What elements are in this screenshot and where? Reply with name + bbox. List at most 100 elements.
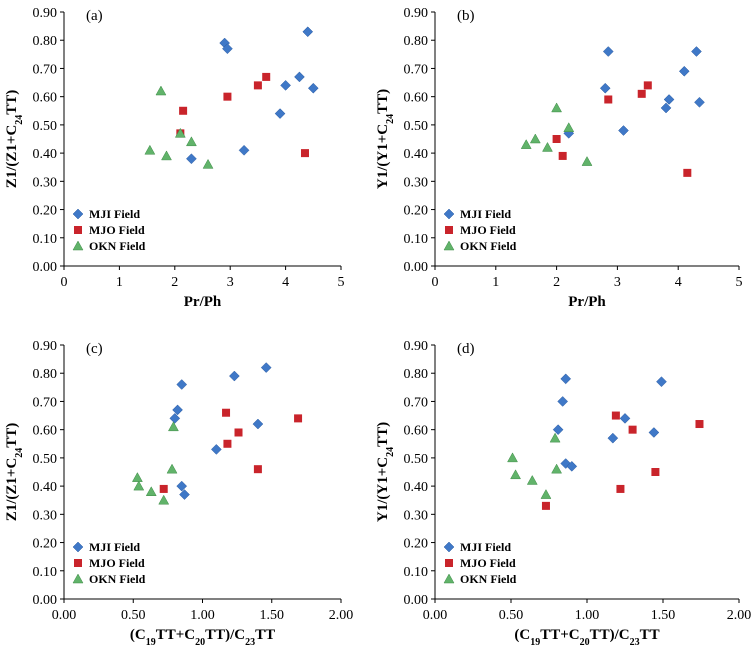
legend-label: MJO Field [89, 223, 145, 237]
y-tick-label: 0.30 [33, 175, 58, 190]
legend-label: OKN Field [460, 572, 517, 586]
y-tick-label: 0.10 [33, 565, 58, 580]
data-point [260, 362, 272, 373]
data-point [683, 168, 692, 177]
chart-panel-a: 0.00 0.10 0.20 0.30 0.40 0.50 0.60 0.70 0.80 0.90… [4, 6, 345, 310]
y-tick-label: 0.10 [404, 565, 429, 580]
data-point [520, 139, 532, 149]
data-point [179, 106, 188, 115]
x-tick-label: 1.00 [190, 608, 215, 623]
data-point [510, 469, 521, 480]
panel-label: (c) [86, 341, 103, 357]
series-mji-field [186, 26, 319, 165]
x-axis-title: (C19TT+C20TT)/C23TT [130, 627, 275, 648]
x-tick-label: 2 [553, 275, 560, 290]
data-point [540, 489, 552, 499]
y-tick-label: 0.70 [33, 62, 58, 77]
legend-label: OKN Field [460, 239, 517, 253]
data-point [280, 80, 291, 91]
x-axis-title: Pr/Ph [184, 294, 222, 310]
data-point [563, 122, 575, 132]
data-point [300, 149, 309, 158]
x-tick-label: 3 [614, 275, 621, 290]
data-point [616, 484, 625, 493]
series-mji-field [563, 46, 705, 139]
data-point [166, 463, 178, 474]
y-tick-label: 0.60 [33, 424, 58, 439]
data-point [694, 96, 705, 108]
data-point [155, 85, 167, 96]
legend-marker [72, 240, 84, 251]
y-tick-label: 0.10 [404, 232, 429, 247]
series-mjo-field [541, 411, 704, 510]
data-point [599, 82, 611, 94]
series-mji-field [169, 362, 272, 500]
legend-label: OKN Field [89, 239, 146, 253]
data-point [560, 373, 572, 385]
x-tick-label: 0 [432, 275, 439, 290]
data-point [558, 151, 567, 160]
data-point [186, 153, 197, 165]
data-point [133, 480, 145, 491]
data-point [274, 108, 286, 119]
y-tick-label: 0.10 [33, 232, 58, 247]
y-tick-label: 0.40 [33, 480, 58, 495]
y-axis-title: Y1/(Y1+C24TT) [375, 89, 396, 189]
x-tick-label: 1.50 [260, 608, 285, 623]
legend-label: MJI Field [460, 540, 511, 554]
y-axis-title: Y1/(Y1+C24TT) [375, 422, 396, 522]
data-point [602, 46, 614, 57]
data-point [526, 474, 538, 485]
data-point [607, 432, 619, 444]
x-tick-label: 0.50 [499, 608, 524, 623]
y-tick-label: 0.20 [33, 537, 58, 552]
legend: MJI Field MJO Field OKN Field [72, 540, 146, 586]
y-tick-label: 0.60 [404, 424, 429, 439]
data-point [552, 135, 561, 143]
data-point [507, 452, 518, 463]
x-axis-title: Pr/Ph [568, 294, 606, 310]
y-tick-label: 0.60 [33, 91, 58, 106]
data-point [691, 46, 702, 57]
chart-panel-c: 0.00 0.10 0.20 0.30 0.40 0.50 0.60 0.70 0.80 0.90… [4, 339, 353, 648]
legend-label: MJO Field [460, 556, 516, 570]
y-tick-label: 0.30 [404, 508, 429, 523]
y-axis-title: Z1/(Z1+C24TT) [4, 90, 25, 189]
legend-label: MJO Field [89, 556, 145, 570]
legend-marker [443, 541, 455, 553]
data-point [529, 133, 541, 144]
data-point [552, 424, 564, 436]
data-point [144, 144, 156, 155]
data-point [131, 472, 143, 482]
data-point [549, 432, 561, 443]
panel-label: (a) [86, 8, 103, 24]
y-tick-label: 0.90 [404, 339, 429, 354]
x-tick-label: 1.50 [651, 608, 676, 623]
data-point [158, 494, 170, 505]
legend-marker [445, 559, 453, 567]
data-point [643, 81, 652, 90]
data-point [176, 379, 188, 390]
panel-label: (b) [457, 8, 475, 24]
data-point [210, 444, 222, 455]
x-tick-label: 2 [171, 275, 178, 290]
legend: MJI Field MJO Field OKN Field [72, 207, 146, 253]
data-point [628, 425, 637, 434]
y-axis-title: Z1/(Z1+C24TT) [4, 423, 25, 522]
data-point [541, 501, 550, 510]
series-okn-field [144, 85, 214, 169]
data-point [229, 370, 240, 382]
legend-label: MJO Field [460, 223, 516, 237]
series-mji-field [552, 373, 667, 472]
x-tick-label: 0.00 [52, 608, 77, 623]
data-point [223, 439, 232, 448]
legend-label: OKN Field [89, 572, 146, 586]
data-point [169, 413, 181, 424]
y-tick-label: 0.70 [404, 62, 429, 77]
legend-marker [443, 573, 455, 584]
x-tick-label: 0.50 [121, 608, 146, 623]
data-point [222, 408, 231, 417]
data-point [294, 71, 305, 83]
x-tick-label: 4 [675, 275, 682, 290]
data-point [234, 428, 243, 437]
